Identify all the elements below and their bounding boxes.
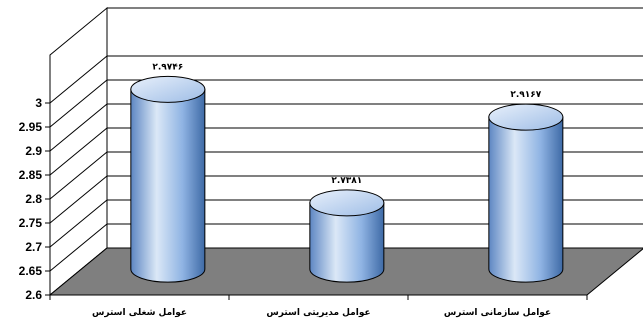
gridline-side (49, 151, 108, 200)
bar-top (130, 75, 206, 103)
gridline-side (49, 175, 108, 224)
bar-top (488, 103, 564, 131)
y-tick-label: 2.9 (25, 144, 42, 158)
y-tick-label: 2.7 (25, 240, 42, 254)
y-tick-label: 2.8 (25, 192, 42, 206)
gridline-side (49, 79, 108, 128)
category-label: عوامل سازمانی استرس (444, 308, 551, 318)
bar-3: ۲.۹۱۶۷ (488, 90, 564, 283)
y-tick-label: 2.85 (19, 168, 43, 182)
y-tick-label: 2.65 (19, 264, 43, 278)
bar-2: ۲.۷۳۸۱ (309, 176, 385, 283)
category-label: عوامل شغلی استرس (92, 308, 187, 318)
bar-top (309, 189, 385, 217)
bar-body (130, 88, 206, 283)
bar-body (488, 116, 564, 283)
data-label: ۲.۹۷۴۶ (152, 62, 183, 72)
bar-1: ۲.۹۷۴۶ (130, 62, 206, 283)
category-label: عوامل مدیریتی استرس (266, 308, 370, 318)
bars: ۲.۹۷۴۶ ۲.۷۳۸۱ ۲.۹۱۶۷ (130, 62, 564, 283)
gridline-side (49, 55, 108, 104)
data-label: ۲.۹۱۶۷ (510, 90, 541, 100)
x-axis: عوامل شغلی استرس عوامل مدیریتی استرس عوامل… (49, 294, 588, 318)
y-tick-label: 2.95 (19, 120, 43, 134)
y-axis: 2.6 2.65 2.7 2.75 2.8 2.85 2.9 2.95 3 (19, 96, 51, 302)
bar-body (309, 202, 385, 283)
y-tick-label: 2.75 (19, 216, 43, 230)
gridline-side (49, 199, 108, 248)
y-tick-label: 2.6 (25, 288, 42, 302)
gridline-side (49, 127, 108, 176)
data-label: ۲.۷۳۸۱ (331, 176, 362, 186)
gridline-side (49, 223, 108, 272)
gridline-side (49, 103, 108, 152)
y-tick-label: 3 (35, 96, 42, 110)
